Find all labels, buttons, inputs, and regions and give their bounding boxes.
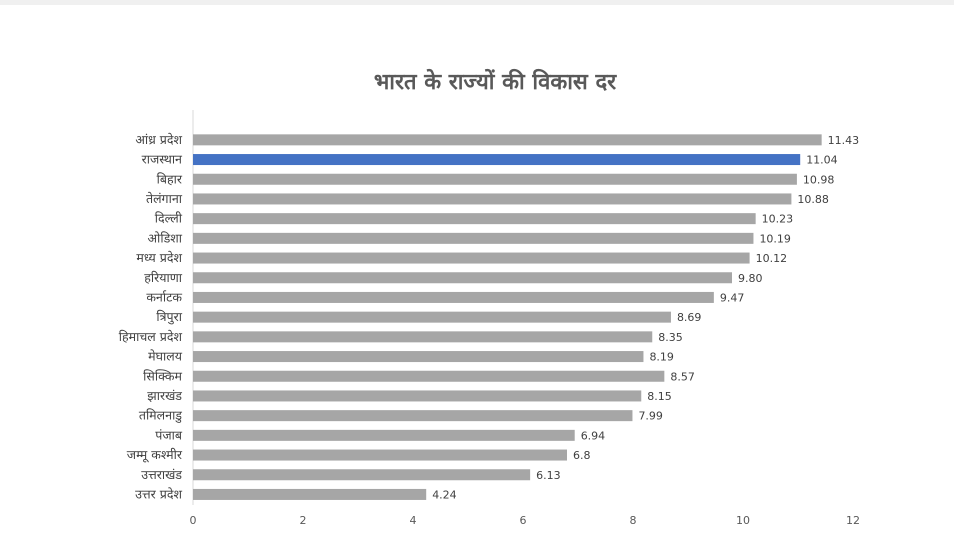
value-label: 8.57 bbox=[670, 370, 695, 383]
category-label: सिक्किम bbox=[143, 368, 182, 383]
category-label: पंजाब bbox=[155, 427, 183, 442]
chart-title: भारत के राज्यों की विकास दर bbox=[373, 70, 617, 95]
bar-2 bbox=[193, 173, 797, 185]
bar-6 bbox=[193, 252, 750, 264]
value-label: 8.35 bbox=[658, 331, 683, 344]
value-label: 10.23 bbox=[762, 213, 794, 226]
category-label: ओडिशा bbox=[148, 230, 183, 245]
category-label: राजस्थान bbox=[142, 152, 183, 167]
category-label: हिमाचल प्रदेश bbox=[119, 329, 183, 344]
value-label: 8.15 bbox=[647, 390, 672, 403]
value-label: 4.24 bbox=[432, 488, 457, 501]
bar-5 bbox=[193, 232, 754, 244]
bars-group bbox=[193, 134, 822, 500]
bar-18 bbox=[193, 488, 427, 500]
top-strip bbox=[0, 0, 954, 5]
value-label: 10.88 bbox=[797, 193, 829, 206]
category-label: जम्मू कश्मीर bbox=[127, 447, 183, 463]
bar-0 bbox=[193, 134, 822, 146]
x-tick-label: 12 bbox=[846, 514, 860, 527]
bar-4 bbox=[193, 213, 756, 225]
x-tick-label: 6 bbox=[520, 514, 527, 527]
category-label: कर्नाटक bbox=[146, 289, 182, 304]
bar-14 bbox=[193, 410, 633, 422]
category-label: आंध्र प्रदेश bbox=[135, 132, 182, 147]
value-label: 11.04 bbox=[806, 154, 838, 167]
value-label: 8.19 bbox=[649, 351, 674, 364]
value-label: 7.99 bbox=[638, 410, 663, 423]
x-tick-label: 10 bbox=[736, 514, 750, 527]
bar-3 bbox=[193, 193, 792, 205]
value-label: 6.13 bbox=[536, 469, 561, 482]
value-label: 9.80 bbox=[738, 272, 763, 285]
bar-9 bbox=[193, 311, 671, 323]
bar-17 bbox=[193, 469, 531, 481]
category-label: उत्तर प्रदेश bbox=[135, 486, 182, 501]
x-tick-labels-group: 0 2 4 6 8 10 12 bbox=[190, 514, 861, 527]
bar-13 bbox=[193, 390, 642, 402]
bar-11 bbox=[193, 351, 644, 363]
bar-8 bbox=[193, 291, 714, 303]
value-label: 8.69 bbox=[677, 311, 702, 324]
bar-10 bbox=[193, 331, 653, 343]
category-label: दिल्ली bbox=[155, 211, 183, 226]
category-label: मेघालय bbox=[148, 349, 183, 364]
category-label: तेलंगाना bbox=[146, 191, 183, 206]
category-label: उत्तराखंड bbox=[141, 467, 182, 482]
category-label: बिहार bbox=[157, 171, 183, 186]
bar-16 bbox=[193, 449, 567, 461]
x-tick-label: 8 bbox=[630, 514, 637, 527]
bar-15 bbox=[193, 429, 575, 441]
value-label: 6.94 bbox=[581, 429, 606, 442]
category-label: त्रिपुरा bbox=[156, 309, 182, 325]
x-tick-label: 0 bbox=[190, 514, 197, 527]
category-labels-group: आंध्र प्रदेश राजस्थान बिहार तेलंगाना दिल्ली ओ… bbox=[119, 132, 183, 502]
value-label: 10.98 bbox=[803, 173, 835, 186]
value-label: 10.19 bbox=[759, 232, 791, 245]
value-label: 6.8 bbox=[573, 449, 591, 462]
category-label: तमिलनाडु bbox=[139, 408, 182, 424]
bar-7 bbox=[193, 272, 732, 284]
value-label: 11.43 bbox=[828, 134, 860, 147]
value-label: 10.12 bbox=[756, 252, 788, 265]
x-tick-label: 2 bbox=[300, 514, 307, 527]
bar-1 bbox=[193, 154, 801, 166]
bar-12 bbox=[193, 370, 665, 382]
value-label: 9.47 bbox=[720, 291, 745, 304]
category-label: झारखंड bbox=[147, 388, 182, 403]
x-tick-label: 4 bbox=[410, 514, 417, 527]
category-label: मध्य प्रदेश bbox=[136, 250, 182, 265]
category-label: हरियाणा bbox=[144, 270, 183, 285]
